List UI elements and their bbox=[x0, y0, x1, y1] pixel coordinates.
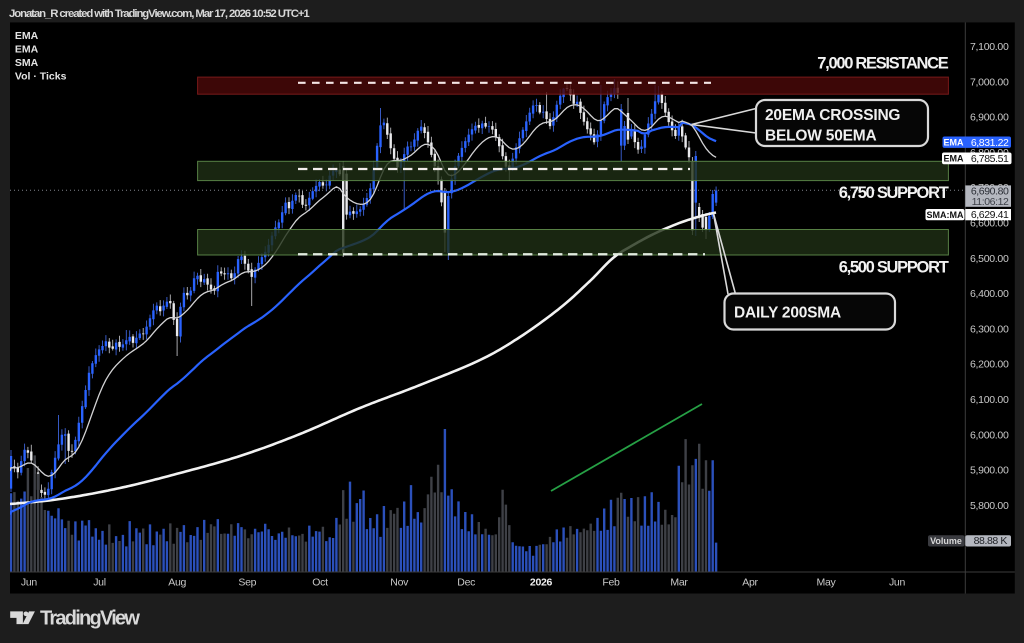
svg-text:7,000 RESISTANCE: 7,000 RESISTANCE bbox=[817, 54, 948, 72]
svg-text:Jonatan_R created with Trading: Jonatan_R created with TradingView.com, … bbox=[9, 8, 310, 20]
svg-text:EMA: EMA bbox=[944, 137, 965, 147]
svg-text:2026: 2026 bbox=[530, 577, 553, 589]
svg-text:6,500 SUPPORT: 6,500 SUPPORT bbox=[839, 259, 949, 277]
svg-text:6,500.00: 6,500.00 bbox=[970, 253, 1009, 265]
svg-text:May: May bbox=[817, 577, 837, 589]
svg-text:Oct: Oct bbox=[312, 577, 328, 589]
svg-text:6,750 SUPPORT: 6,750 SUPPORT bbox=[839, 184, 949, 202]
svg-text:Dec: Dec bbox=[457, 577, 475, 589]
svg-text:EMA: EMA bbox=[15, 30, 39, 42]
svg-text:6,831.22: 6,831.22 bbox=[971, 137, 1009, 149]
svg-text:SMA:MA: SMA:MA bbox=[927, 210, 964, 220]
svg-text:Mar: Mar bbox=[670, 577, 688, 589]
svg-text:Jun: Jun bbox=[889, 577, 905, 589]
svg-text:5,900.00: 5,900.00 bbox=[970, 465, 1009, 477]
svg-text:6,200.00: 6,200.00 bbox=[970, 359, 1009, 371]
svg-text:Aug: Aug bbox=[168, 577, 186, 589]
svg-text:6,400.00: 6,400.00 bbox=[970, 288, 1009, 300]
svg-text:6,690.80: 6,690.80 bbox=[971, 185, 1009, 197]
svg-text:Feb: Feb bbox=[602, 577, 620, 589]
svg-text:BELOW 50EMA: BELOW 50EMA bbox=[765, 127, 876, 144]
svg-text:Volume: Volume bbox=[930, 536, 962, 546]
svg-text:Jul: Jul bbox=[93, 577, 106, 589]
svg-text:6,100.00: 6,100.00 bbox=[970, 394, 1009, 406]
svg-text:SMA: SMA bbox=[15, 57, 39, 69]
svg-text:20EMA CROSSING: 20EMA CROSSING bbox=[765, 107, 900, 124]
svg-text:6,000.00: 6,000.00 bbox=[970, 429, 1009, 441]
svg-text:EMA: EMA bbox=[944, 154, 965, 164]
svg-text:6,629.41: 6,629.41 bbox=[971, 209, 1009, 221]
svg-text:11:06:12: 11:06:12 bbox=[972, 196, 1009, 208]
svg-text:DAILY 200SMA: DAILY 200SMA bbox=[734, 304, 841, 321]
svg-text:7,100.00: 7,100.00 bbox=[970, 41, 1009, 53]
svg-text:TradingView: TradingView bbox=[40, 608, 140, 630]
svg-text:EMA: EMA bbox=[15, 44, 39, 56]
svg-text:6,600.00: 6,600.00 bbox=[970, 218, 1009, 230]
svg-text:Vol · Ticks: Vol · Ticks bbox=[15, 71, 67, 83]
svg-text:6,785.51: 6,785.51 bbox=[971, 153, 1009, 165]
svg-text:Nov: Nov bbox=[390, 577, 409, 589]
svg-text:5,800.00: 5,800.00 bbox=[970, 500, 1009, 512]
svg-text:Apr: Apr bbox=[742, 577, 758, 589]
svg-text:Sep: Sep bbox=[238, 577, 256, 589]
svg-text:6,300.00: 6,300.00 bbox=[970, 323, 1009, 335]
svg-text:6,900.00: 6,900.00 bbox=[970, 112, 1009, 124]
svg-text:88.88 K: 88.88 K bbox=[974, 535, 1008, 547]
svg-text:Jun: Jun bbox=[21, 577, 37, 589]
svg-text:7,000.00: 7,000.00 bbox=[970, 76, 1009, 88]
